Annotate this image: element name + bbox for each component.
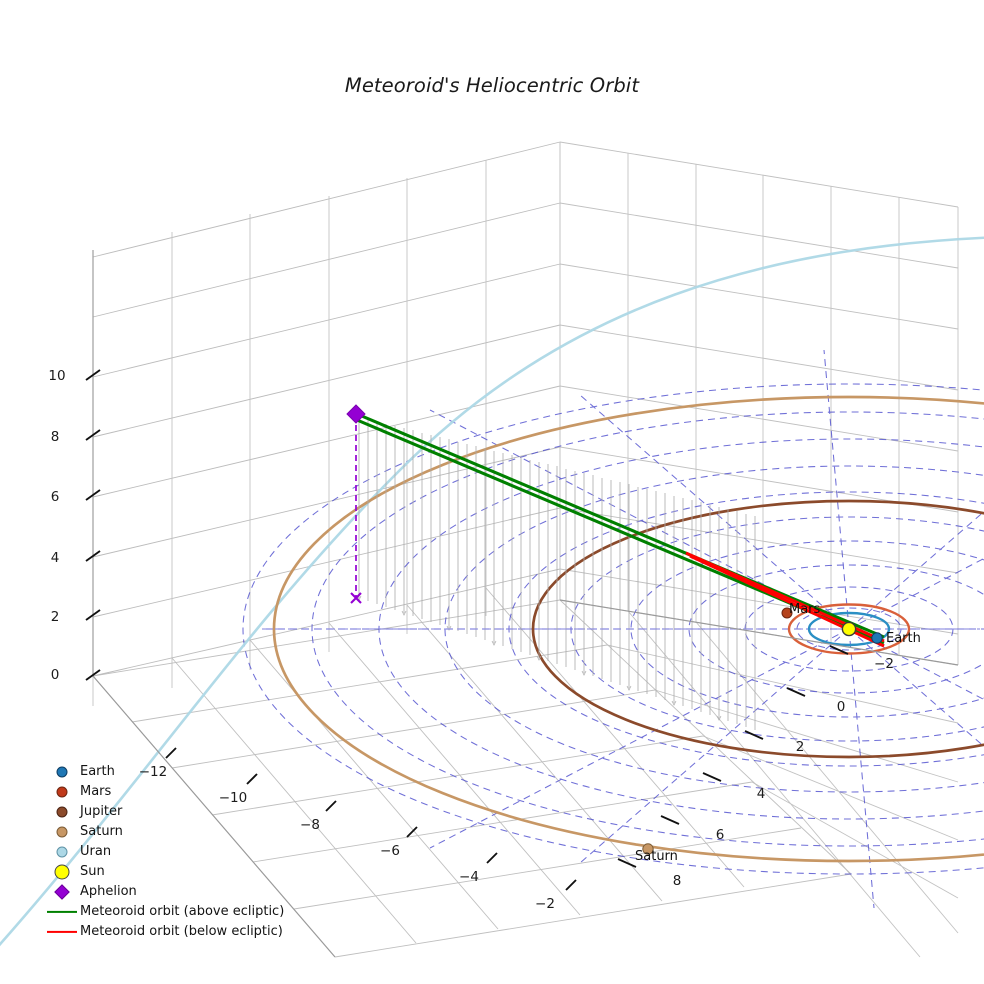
mars-dot-icon <box>44 782 80 802</box>
earth-marker <box>871 632 883 644</box>
z-tick-2: 2 <box>50 609 60 625</box>
red-line-icon <box>44 922 80 942</box>
legend-label-uran: Uran <box>80 844 112 859</box>
legend-item-mars[interactable]: Mars <box>44 782 284 802</box>
jupiter-dot-icon <box>44 802 80 822</box>
y-tick-0: 0 <box>836 699 846 715</box>
legend-item-aphelion[interactable]: Aphelion <box>44 882 284 902</box>
uran-dot-icon <box>44 842 80 862</box>
legend-label-saturn: Saturn <box>80 824 123 839</box>
y-tick-8: 8 <box>672 873 682 889</box>
y-axis-ticks <box>617 645 849 868</box>
legend-label-jupiter: Jupiter <box>80 804 123 819</box>
stem-lines <box>356 417 756 730</box>
x-tick-m8: −8 <box>300 817 320 833</box>
y-tick-6: 6 <box>715 827 725 843</box>
legend: Earth Mars Jupiter Saturn Uran <box>44 762 284 942</box>
x-tick-m12: −12 <box>138 764 168 780</box>
page-title: Meteoroid's Heliocentric Orbit <box>344 74 640 97</box>
earth-label: Earth <box>886 631 921 646</box>
z-axis-ticks <box>85 369 101 681</box>
legend-item-jupiter[interactable]: Jupiter <box>44 802 284 822</box>
x-tick-m2: −2 <box>535 896 555 912</box>
legend-item-saturn[interactable]: Saturn <box>44 822 284 842</box>
legend-label-earth: Earth <box>80 764 115 779</box>
z-tick-8: 8 <box>50 429 60 445</box>
x-tick-m4: −4 <box>459 869 479 885</box>
z-tick-0: 0 <box>50 667 60 683</box>
z-tick-6: 6 <box>50 489 60 505</box>
sun-marker <box>841 621 857 637</box>
legend-item-orbit-below[interactable]: Meteoroid orbit (below ecliptic) <box>44 922 284 942</box>
uran-orbit <box>0 236 984 947</box>
saturn-orbit <box>272 395 984 863</box>
saturn-marker <box>642 843 654 855</box>
y-tick-4: 4 <box>756 786 766 802</box>
mars-label: Mars <box>789 602 821 617</box>
sun-dot-icon <box>44 862 80 882</box>
y-tick-2: 2 <box>795 739 805 755</box>
legend-label-sun: Sun <box>80 864 105 879</box>
mars-orbit <box>787 603 911 655</box>
y-tick-m2: −2 <box>874 656 894 672</box>
green-line-icon <box>44 902 80 922</box>
earth-dot-icon <box>44 762 80 782</box>
x-tick-m6: −6 <box>380 843 400 859</box>
mars-marker <box>781 607 793 619</box>
pane-grid-right-wall <box>559 141 959 635</box>
x-axis-ticks <box>165 747 577 891</box>
legend-label-mars: Mars <box>80 784 112 799</box>
legend-item-orbit-above[interactable]: Meteoroid orbit (above ecliptic) <box>44 902 284 922</box>
legend-item-sun[interactable]: Sun <box>44 862 284 882</box>
legend-item-earth[interactable]: Earth <box>44 762 284 782</box>
legend-label-orbit-above: Meteoroid orbit (above ecliptic) <box>80 904 285 919</box>
z-tick-4: 4 <box>50 550 60 566</box>
jupiter-orbit <box>531 499 984 759</box>
pane-grid-left-wall-verticals <box>92 142 561 706</box>
legend-item-uran[interactable]: Uran <box>44 842 284 862</box>
legend-label-aphelion: Aphelion <box>80 884 137 899</box>
aphelion-diamond-icon <box>44 882 80 902</box>
axis-spines <box>92 250 959 958</box>
x-tick-m10: −10 <box>218 790 248 806</box>
pane-grid-left-wall <box>92 141 561 677</box>
z-tick-10: 10 <box>48 368 66 384</box>
legend-label-orbit-below: Meteoroid orbit (below ecliptic) <box>80 924 283 939</box>
saturn-dot-icon <box>44 822 80 842</box>
aphelion-ground-marker <box>350 592 362 604</box>
aphelion-marker <box>346 404 366 424</box>
saturn-label: Saturn <box>635 849 678 864</box>
earth-orbit <box>807 611 891 647</box>
